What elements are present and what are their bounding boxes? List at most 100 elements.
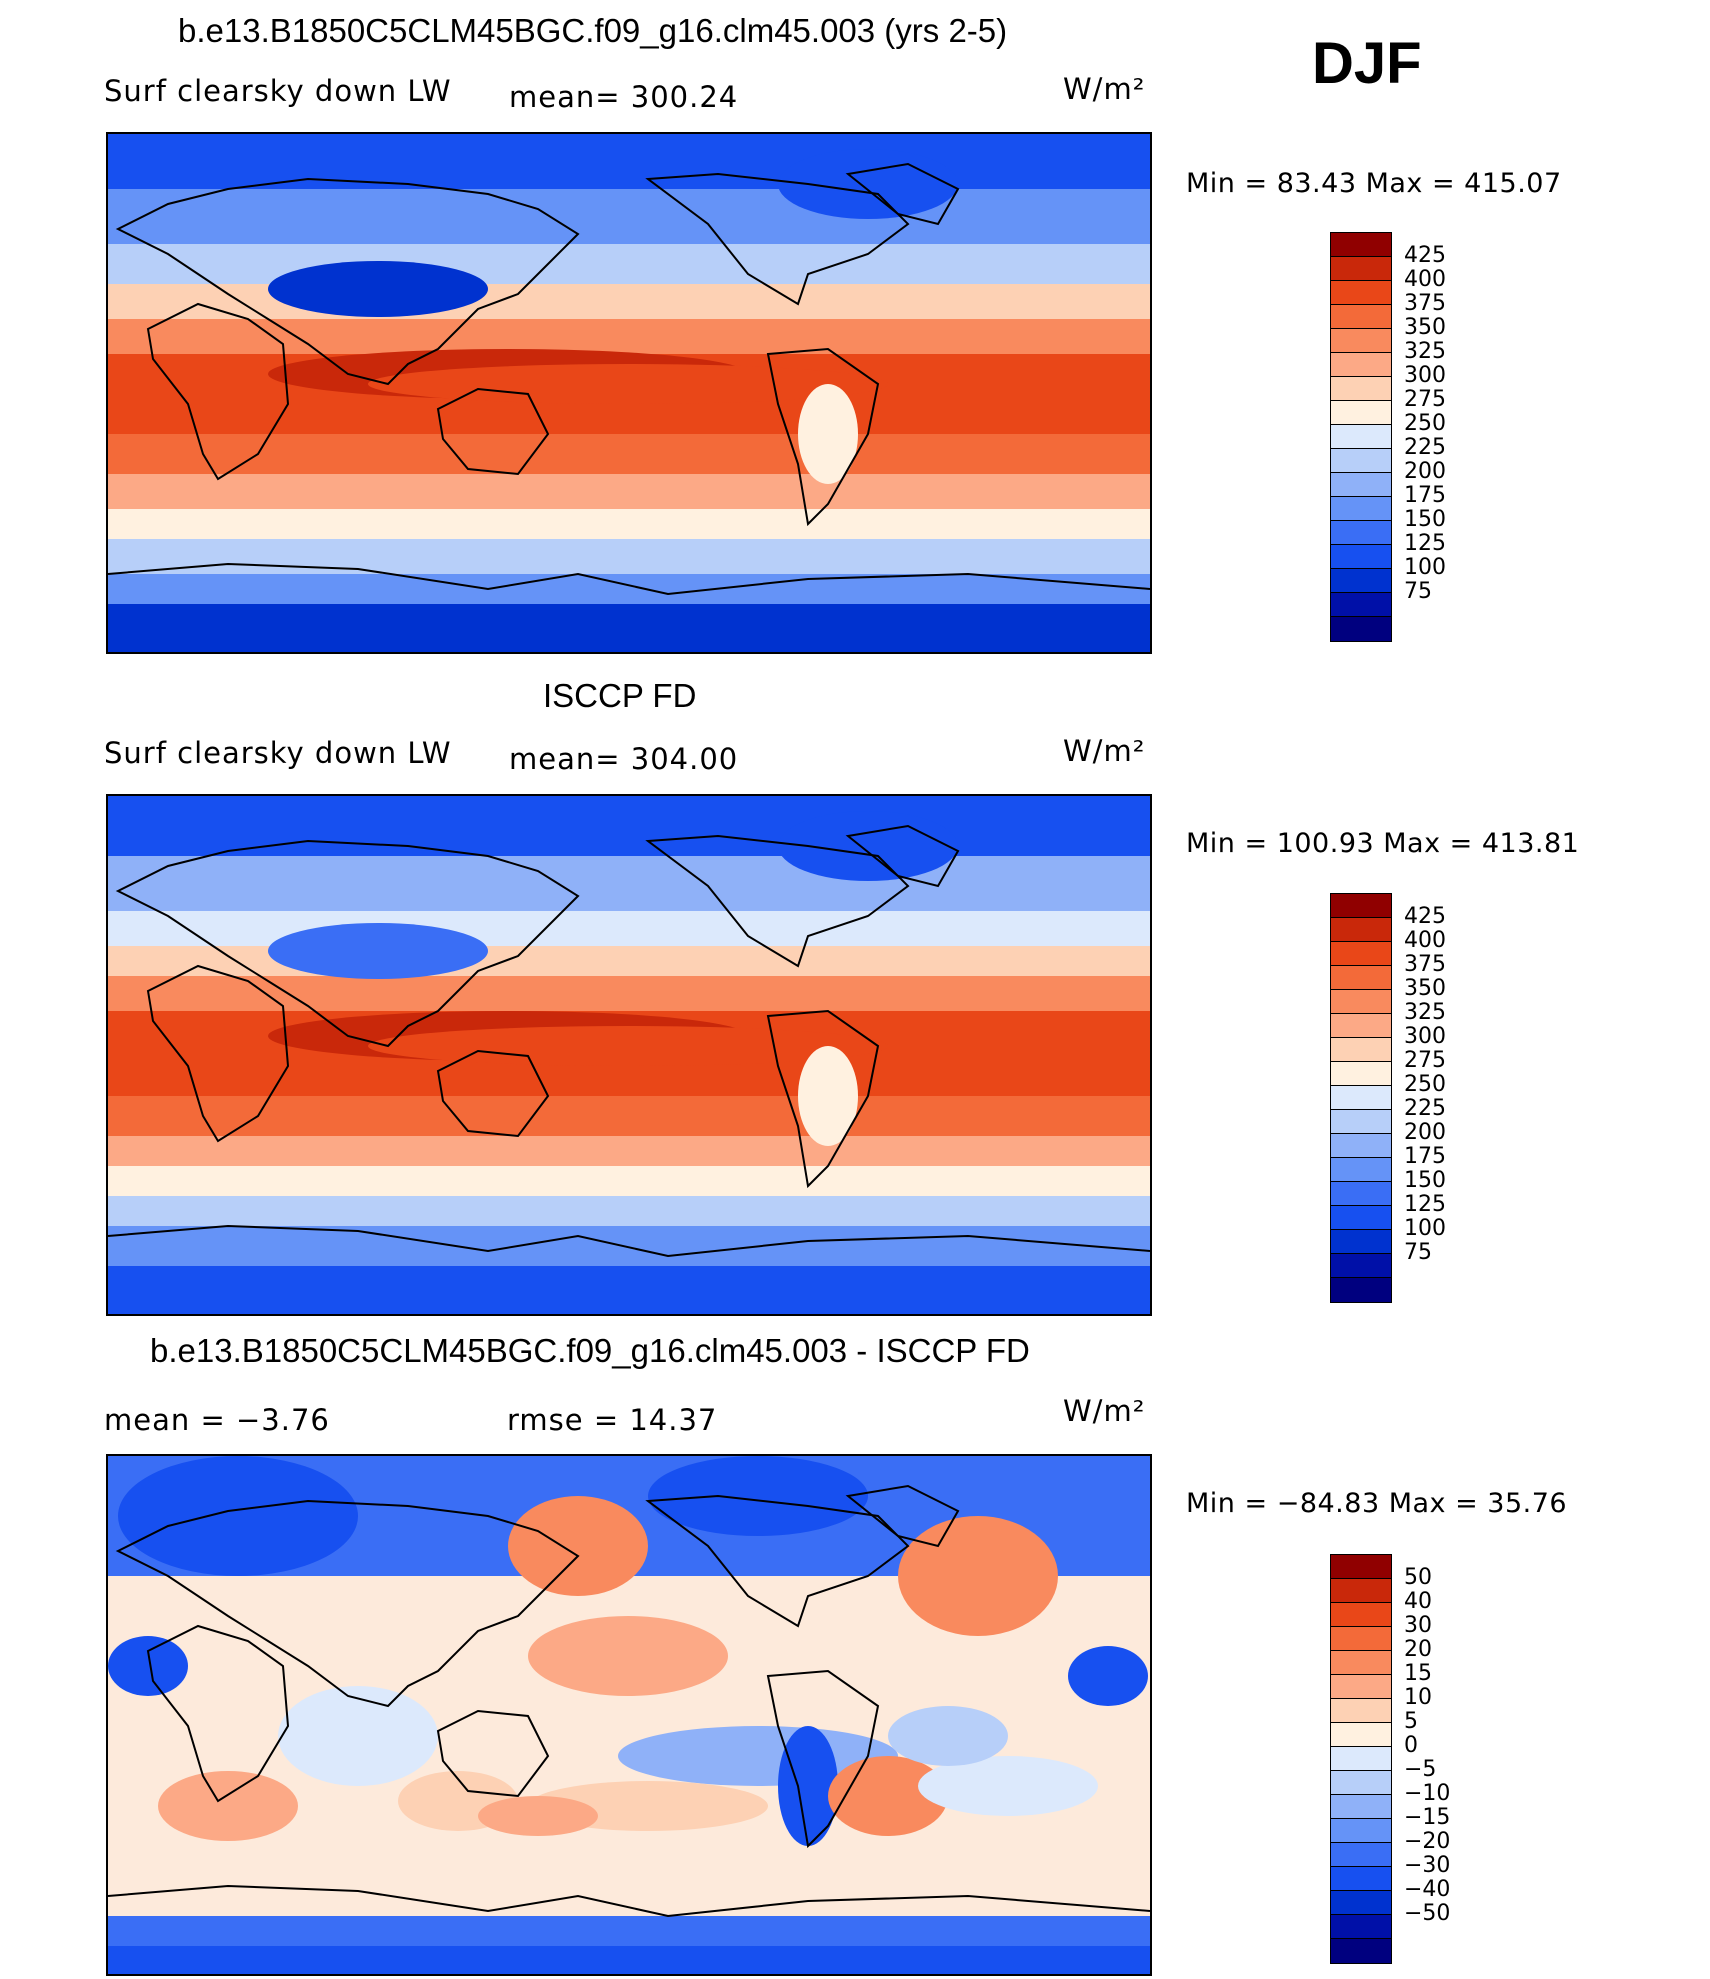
contour-region: [898, 1516, 1058, 1636]
contour-region: [368, 364, 888, 404]
min-max-label: Min = 100.93 Max = 413.81: [1186, 828, 1580, 859]
contour-band: [108, 574, 1150, 604]
colorbar-tick-label: 5: [1404, 1709, 1418, 1734]
colorbar-box: [1331, 1134, 1391, 1158]
coastline: [146, 964, 290, 1143]
contour-region: [918, 1756, 1098, 1816]
contour-region: [778, 1726, 838, 1846]
contour-band: [108, 434, 1150, 474]
coastline: [436, 1709, 550, 1798]
colorbar-tick-label: −15: [1404, 1805, 1451, 1830]
colorbar-box: [1331, 401, 1391, 425]
colorbar-tick-label: 125: [1404, 1192, 1446, 1217]
colorbar-box: [1331, 1891, 1391, 1915]
coastline: [766, 347, 880, 527]
contour-region: [268, 923, 488, 979]
contour-region: [888, 1706, 1008, 1766]
observation-map: [106, 794, 1152, 1316]
contour-region: [1068, 1646, 1148, 1706]
contour-region: [278, 1686, 438, 1786]
coastline: [146, 302, 290, 481]
colorbar-box: [1331, 1110, 1391, 1134]
colorbar-tick-label: 425: [1404, 243, 1446, 268]
colorbar-tick-label: −5: [1404, 1757, 1437, 1782]
contour-band: [108, 856, 1150, 911]
colorbar-tick-label: 150: [1404, 1168, 1446, 1193]
model-map: [106, 132, 1152, 654]
colorbar-tick-label: 325: [1404, 1000, 1446, 1025]
colorbar-tick-label: 40: [1404, 1589, 1432, 1614]
sequential-colorbar: [1330, 232, 1392, 642]
coastline: [645, 172, 910, 306]
colorbar-tick-label: 225: [1404, 1096, 1446, 1121]
colorbar-tick-label: 15: [1404, 1661, 1432, 1686]
contour-band: [108, 1946, 1150, 1974]
colorbar-tick-label: 300: [1404, 1024, 1446, 1049]
colorbar-box: [1331, 497, 1391, 521]
colorbar-box: [1331, 1723, 1391, 1747]
contour-band: [108, 1196, 1150, 1226]
variable-label: Surf clearsky down LW: [104, 736, 452, 770]
contour-band: [108, 911, 1150, 946]
coastline: [146, 1624, 290, 1803]
colorbar-box: [1331, 1867, 1391, 1891]
season-label: DJF: [1312, 31, 1422, 96]
colorbar-tick-label: −30: [1404, 1853, 1451, 1878]
colorbar-box: [1331, 449, 1391, 473]
colorbar-box: [1331, 353, 1391, 377]
contour-band: [108, 284, 1150, 319]
contour-band: [108, 474, 1150, 509]
colorbar-box: [1331, 1230, 1391, 1254]
colorbar-box: [1331, 1158, 1391, 1182]
colorbar-tick-label: 10: [1404, 1685, 1432, 1710]
coastline: [766, 1669, 880, 1849]
colorbar-box: [1331, 1819, 1391, 1843]
contour-band: [108, 134, 1150, 189]
contour-region: [368, 1026, 888, 1066]
colorbar-box: [1331, 1038, 1391, 1062]
coastline: [115, 177, 580, 386]
contour-band: [108, 1166, 1150, 1196]
contour-band: [108, 604, 1150, 652]
contour-band: [108, 319, 1150, 354]
contour-band: [108, 1266, 1150, 1314]
colorbar-box: [1331, 1062, 1391, 1086]
colorbar-tick-label: 250: [1404, 1072, 1446, 1097]
colorbar-box: [1331, 1086, 1391, 1110]
colorbar-box: [1331, 918, 1391, 942]
coastline: [436, 387, 550, 476]
colorbar-tick-label: −10: [1404, 1781, 1451, 1806]
colorbar-tick-label: 250: [1404, 411, 1446, 436]
colorbar-box: [1331, 257, 1391, 281]
contour-region: [268, 261, 488, 317]
colorbar-tick-label: 225: [1404, 435, 1446, 460]
colorbar-box: [1331, 545, 1391, 569]
coastline: [845, 1484, 960, 1548]
colorbar-tick-label: 30: [1404, 1613, 1432, 1638]
mean-label: mean= 300.24: [509, 80, 739, 114]
colorbar-box: [1331, 1651, 1391, 1675]
colorbar-tick-label: 375: [1404, 952, 1446, 977]
contour-band: [108, 509, 1150, 539]
colorbar-tick-label: 20: [1404, 1637, 1432, 1662]
panel-title: b.e13.B1850C5CLM45BGC.f09_g16.clm45.003 …: [150, 1332, 1030, 1369]
coastline: [108, 1224, 1150, 1258]
colorbar-box: [1331, 1206, 1391, 1230]
colorbar-tick-label: 275: [1404, 387, 1446, 412]
colorbar-tick-label: 175: [1404, 483, 1446, 508]
colorbar-box: [1331, 1843, 1391, 1867]
colorbar-box: [1331, 1939, 1391, 1963]
contour-region: [798, 384, 858, 484]
colorbar-tick-label: 175: [1404, 1144, 1446, 1169]
colorbar-tick-label: 75: [1404, 579, 1432, 604]
colorbar-tick-label: 350: [1404, 315, 1446, 340]
contour-band: [108, 244, 1150, 284]
contour-region: [118, 1456, 358, 1576]
colorbar-box: [1331, 425, 1391, 449]
contour-band: [108, 796, 1150, 856]
colorbar-tick-label: 325: [1404, 339, 1446, 364]
colorbar-tick-label: 425: [1404, 904, 1446, 929]
colorbar-tick-label: 125: [1404, 531, 1446, 556]
colorbar-box: [1331, 1747, 1391, 1771]
world-map-contour: [108, 134, 1150, 652]
